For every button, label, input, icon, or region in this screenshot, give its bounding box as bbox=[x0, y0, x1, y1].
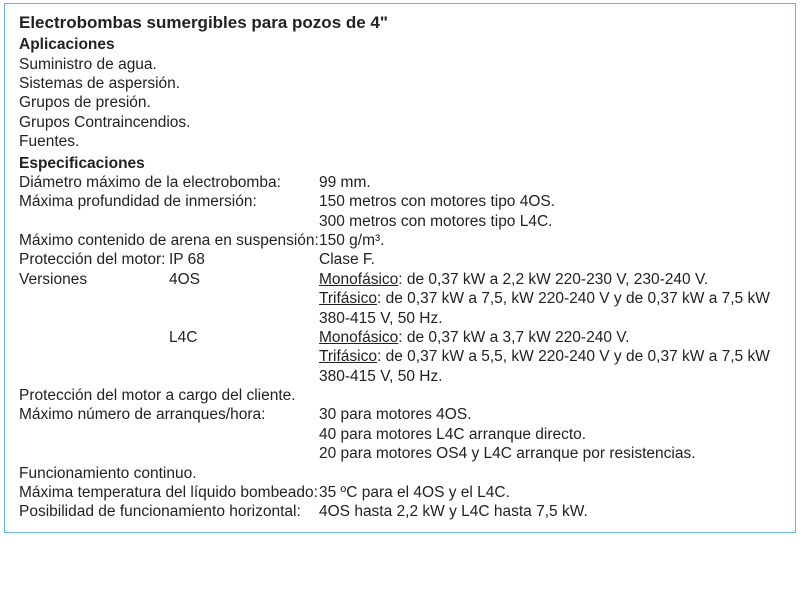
application-item: Sistemas de aspersión. bbox=[19, 74, 781, 93]
phase-label: Trifásico bbox=[319, 290, 377, 307]
spec-value: 30 para motores 4OS. bbox=[319, 405, 781, 424]
version-detail: Trifásico: de 0,37 kW a 7,5, kW 220-240 … bbox=[319, 289, 781, 328]
phase-label: Monofásico bbox=[319, 271, 398, 288]
spec-row-versions-4os-tri: Trifásico: de 0,37 kW a 7,5, kW 220-240 … bbox=[19, 289, 781, 328]
phase-value: : de 0,37 kW a 3,7 kW 220-240 V. bbox=[398, 329, 629, 346]
specs-heading: Especificaciones bbox=[19, 154, 781, 173]
spec-value: 4OS hasta 2,2 kW y L4C hasta 7,5 kW. bbox=[319, 502, 781, 521]
spec-value: 99 mm. bbox=[319, 173, 781, 192]
spec-row-depth: Máxima profundidad de inmersión: 150 met… bbox=[19, 192, 781, 211]
spec-value: 35 ºC para el 4OS y el L4C. bbox=[319, 483, 781, 502]
phase-label: Monofásico bbox=[319, 329, 398, 346]
version-name: 4OS bbox=[169, 270, 319, 289]
spec-row-sand: Máximo contenido de arena en suspensión:… bbox=[19, 231, 781, 250]
spec-row-versions-l4c-tri: Trifásico: de 0,37 kW a 5,5, kW 220-240 … bbox=[19, 347, 781, 386]
spec-row-starts-2: 40 para motores L4C arranque directo. bbox=[19, 425, 781, 444]
version-detail: Monofásico: de 0,37 kW a 2,2 kW 220-230 … bbox=[319, 270, 781, 289]
spec-row-depth-2: 300 metros con motores tipo L4C. bbox=[19, 212, 781, 231]
spec-label: Posibilidad de funcionamiento horizontal… bbox=[19, 502, 319, 521]
spec-row-starts-3: 20 para motores OS4 y L4C arranque por r… bbox=[19, 444, 781, 463]
spec-label: Máximo número de arranques/hora: bbox=[19, 405, 319, 424]
spec-label: Máximo contenido de arena en suspensión: bbox=[19, 231, 319, 250]
spec-row-versions-4os: Versiones 4OS Monofásico: de 0,37 kW a 2… bbox=[19, 270, 781, 289]
spec-sheet: Electrobombas sumergibles para pozos de … bbox=[4, 3, 796, 533]
spec-row-diameter: Diámetro máximo de la electrobomba: 99 m… bbox=[19, 173, 781, 192]
spec-label: Versiones bbox=[19, 270, 169, 289]
version-detail: Monofásico: de 0,37 kW a 3,7 kW 220-240 … bbox=[319, 328, 781, 347]
applications-heading: Aplicaciones bbox=[19, 35, 781, 54]
spec-value: IP 68 bbox=[169, 250, 319, 269]
spec-value: 300 metros con motores tipo L4C. bbox=[319, 212, 781, 231]
spec-row-temp: Máxima temperatura del líquido bombeado:… bbox=[19, 483, 781, 502]
spec-row-starts: Máximo número de arranques/hora: 30 para… bbox=[19, 405, 781, 424]
spec-value: 150 metros con motores tipo 4OS. bbox=[319, 192, 781, 211]
application-item: Grupos de presión. bbox=[19, 93, 781, 112]
spec-value: 150 g/m³. bbox=[319, 231, 781, 250]
phase-value: : de 0,37 kW a 2,2 kW 220-230 V, 230-240… bbox=[398, 271, 708, 288]
spec-note: Protección del motor a cargo del cliente… bbox=[19, 386, 781, 405]
spec-label: Máxima profundidad de inmersión: bbox=[19, 192, 319, 211]
phase-value: : de 0,37 kW a 5,5, kW 220-240 V y de 0,… bbox=[319, 348, 770, 384]
page-title: Electrobombas sumergibles para pozos de … bbox=[19, 12, 781, 33]
spec-label: Máxima temperatura del líquido bombeado: bbox=[19, 483, 319, 502]
version-name: L4C bbox=[169, 328, 319, 347]
spec-label: Diámetro máximo de la electrobomba: bbox=[19, 173, 319, 192]
spec-value: Clase F. bbox=[319, 250, 781, 269]
spec-row-versions-l4c: L4C Monofásico: de 0,37 kW a 3,7 kW 220-… bbox=[19, 328, 781, 347]
spec-label: Protección del motor: bbox=[19, 250, 169, 269]
spec-value: 40 para motores L4C arranque directo. bbox=[319, 425, 781, 444]
application-item: Fuentes. bbox=[19, 132, 781, 151]
spec-value: 20 para motores OS4 y L4C arranque por r… bbox=[319, 444, 781, 463]
spec-row-protection: Protección del motor: IP 68 Clase F. bbox=[19, 250, 781, 269]
application-item: Grupos Contraincendios. bbox=[19, 113, 781, 132]
spec-row-horizontal: Posibilidad de funcionamiento horizontal… bbox=[19, 502, 781, 521]
phase-value: : de 0,37 kW a 7,5, kW 220-240 V y de 0,… bbox=[319, 290, 770, 326]
spec-note: Funcionamiento continuo. bbox=[19, 464, 781, 483]
version-detail: Trifásico: de 0,37 kW a 5,5, kW 220-240 … bbox=[319, 347, 781, 386]
application-item: Suministro de agua. bbox=[19, 55, 781, 74]
phase-label: Trifásico bbox=[319, 348, 377, 365]
